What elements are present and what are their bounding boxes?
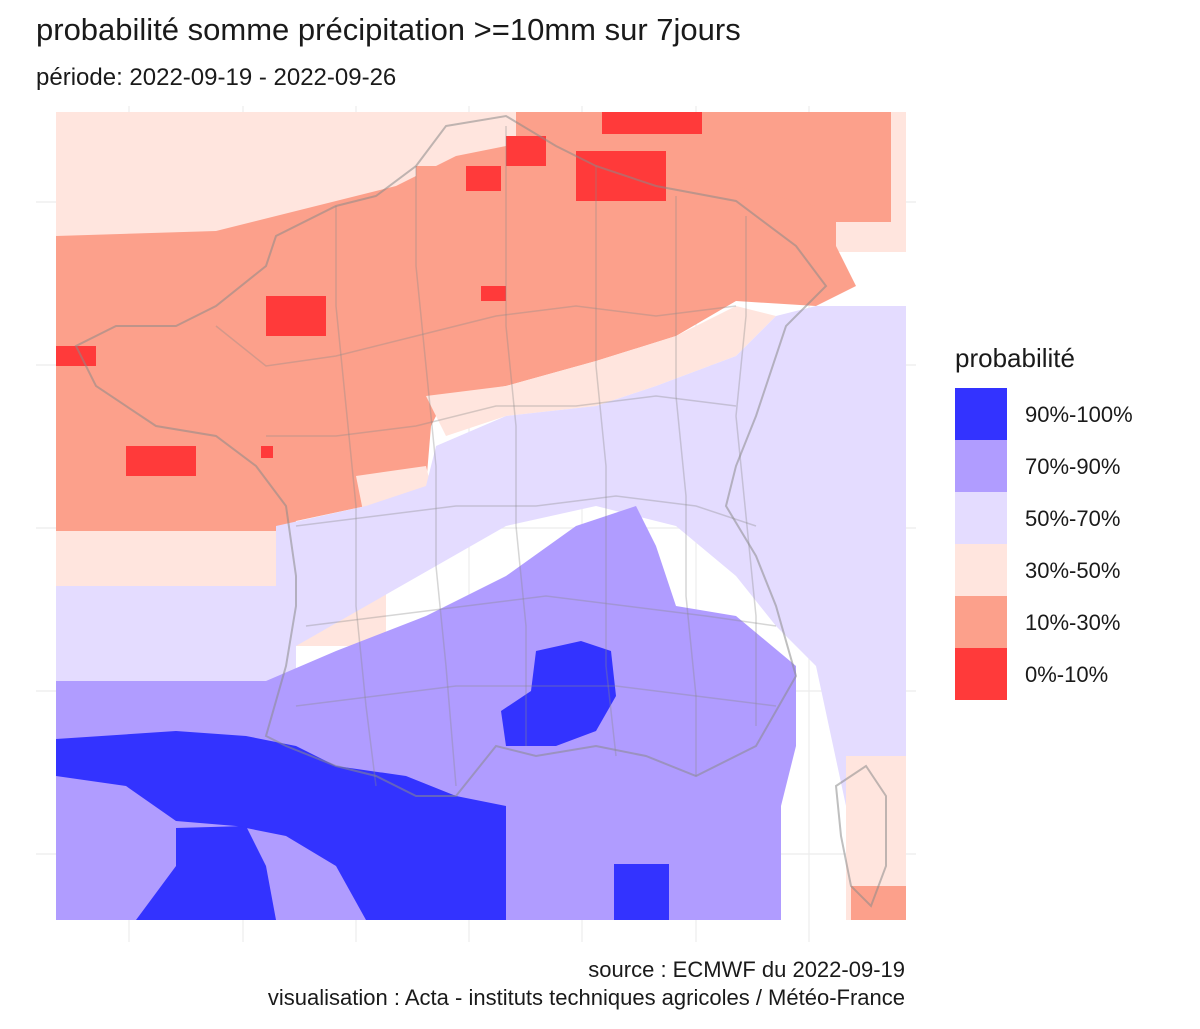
- legend-swatch: [955, 440, 1007, 492]
- legend-item: 0%-10%: [955, 648, 1175, 700]
- map-subtitle: période: 2022-09-19 - 2022-09-26: [36, 64, 397, 91]
- legend-label: 30%-50%: [1025, 558, 1121, 583]
- legend-swatch: [955, 596, 1007, 648]
- legend-title: probabilité: [955, 343, 1075, 373]
- france-outline: [74, 114, 887, 908]
- legend-label: 0%-10%: [1025, 662, 1109, 687]
- legend-label: 10%-30%: [1025, 610, 1121, 635]
- department-borders: [215, 126, 777, 787]
- legend-label: 90%-100%: [1025, 402, 1133, 427]
- legend: 90%-100% 70%-90% 50%-70% 30%-50% 10%-30%…: [955, 388, 1175, 700]
- legend-label: 70%-90%: [1025, 454, 1121, 479]
- legend-item: 70%-90%: [955, 440, 1175, 492]
- visualisation-caption: visualisation : Acta - instituts techniq…: [267, 985, 905, 1010]
- map-svg: [36, 106, 916, 942]
- source-caption: source : ECMWF du 2022-09-19: [588, 957, 905, 982]
- probability-map: [36, 106, 916, 942]
- legend-item: 10%-30%: [955, 596, 1175, 648]
- probability-raster: [56, 112, 906, 920]
- legend-item: 90%-100%: [955, 388, 1175, 440]
- legend-swatch: [955, 492, 1007, 544]
- map-title: probabilité somme précipitation >=10mm s…: [36, 12, 741, 47]
- legend-swatch: [955, 648, 1007, 700]
- legend-item: 50%-70%: [955, 492, 1175, 544]
- legend-swatch: [955, 544, 1007, 596]
- legend-label: 50%-70%: [1025, 506, 1121, 531]
- legend-item: 30%-50%: [955, 544, 1175, 596]
- legend-swatch: [955, 388, 1007, 440]
